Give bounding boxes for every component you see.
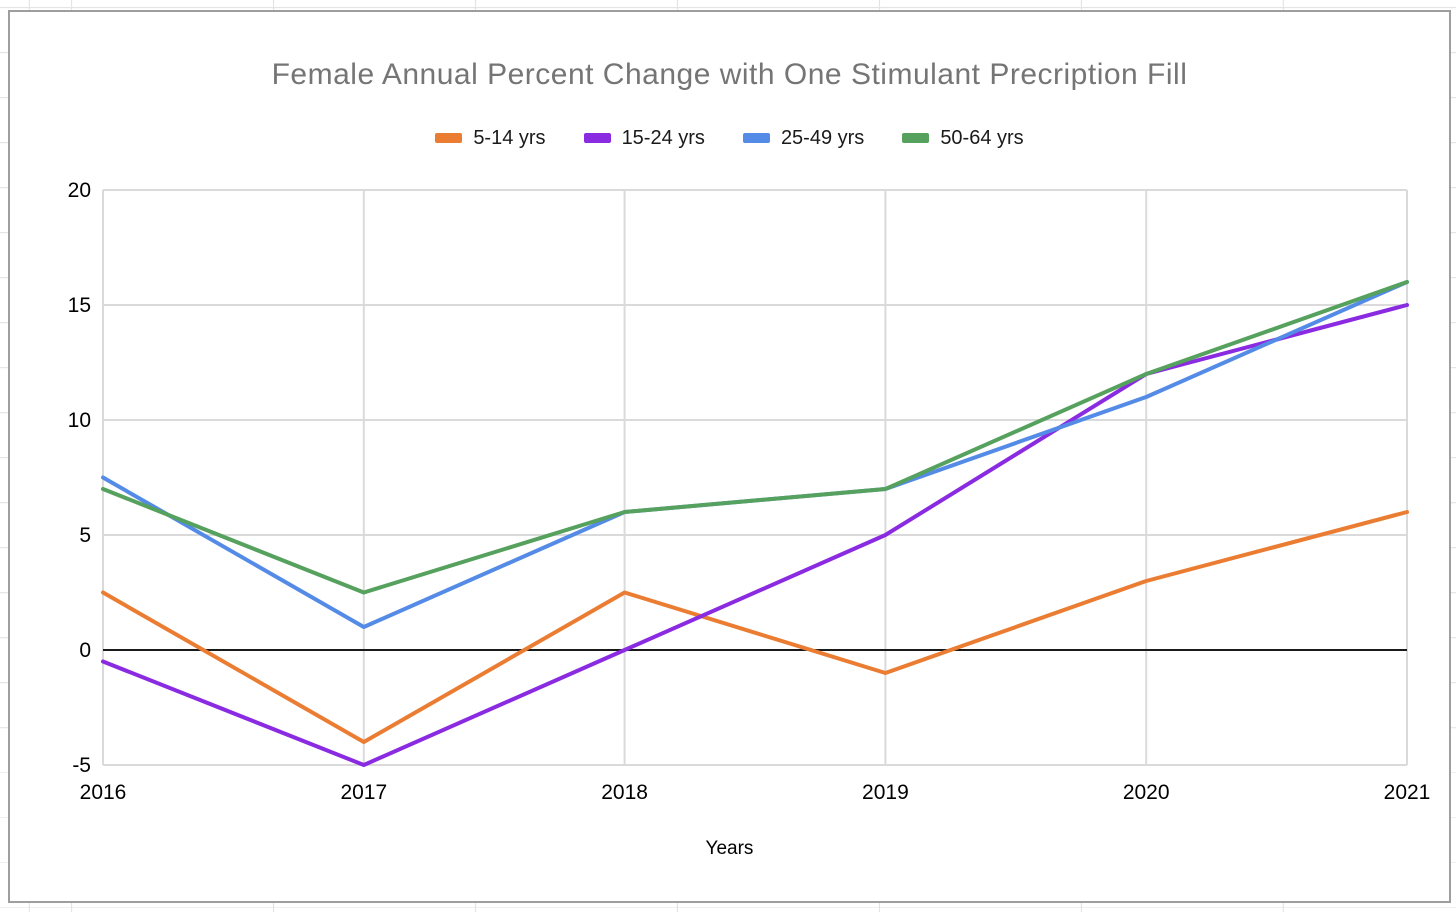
y-tick-label: 15 [68, 294, 91, 317]
legend-item-15-24-yrs[interactable]: 15-24 yrs [583, 126, 705, 150]
chart-card[interactable]: 20 15 10 5 0 -5 2016 2017 2018 2019 2020 2021 Femal… [8, 10, 1451, 903]
legend-label: 5-14 yrs [473, 126, 546, 149]
legend-item-25-49-yrs[interactable]: 25-49 yrs [742, 126, 865, 150]
x-tick-label: 2018 [601, 781, 648, 804]
y-tick-label: 20 [68, 179, 91, 202]
y-tick-label: 5 [79, 524, 91, 547]
legend-swatch-icon [902, 133, 930, 143]
x-tick-label: 2017 [340, 781, 387, 804]
y-tick-label: -5 [72, 754, 91, 777]
y-tick-label: 0 [79, 639, 91, 662]
series-line-5-14-yrs [101, 510, 1409, 744]
line-chart: 20 15 10 5 0 -5 2016 2017 2018 2019 2020 2021 [68, 179, 1431, 804]
y-tick-label: 10 [68, 409, 91, 432]
legend-swatch-icon [583, 133, 611, 143]
legend-swatch-icon [435, 133, 463, 143]
legend-item-50-64-yrs[interactable]: 50-64 yrs [902, 126, 1024, 150]
chart-legend: 5-14 yrs 15-24 yrs 25-49 yrs 50-64 yrs [10, 125, 1449, 151]
legend-item-5-14-yrs[interactable]: 5-14 yrs [435, 126, 546, 150]
legend-label: 15-24 yrs [621, 126, 705, 149]
x-tick-label: 2016 [80, 781, 127, 804]
series-line-15-24-yrs [101, 303, 1409, 767]
legend-label: 25-49 yrs [780, 126, 865, 149]
legend-label: 50-64 yrs [940, 126, 1024, 149]
x-tick-label: 2021 [1384, 781, 1431, 804]
x-axis-title: Years [705, 838, 754, 859]
x-tick-label: 2020 [1123, 781, 1170, 804]
series-line-50-64-yrs [101, 280, 1409, 595]
series-line-25-49-yrs [101, 280, 1409, 629]
legend-swatch-icon [742, 133, 770, 143]
x-tick-label: 2019 [862, 781, 909, 804]
chart-title: Female Annual Percent Change with One St… [271, 58, 1188, 91]
